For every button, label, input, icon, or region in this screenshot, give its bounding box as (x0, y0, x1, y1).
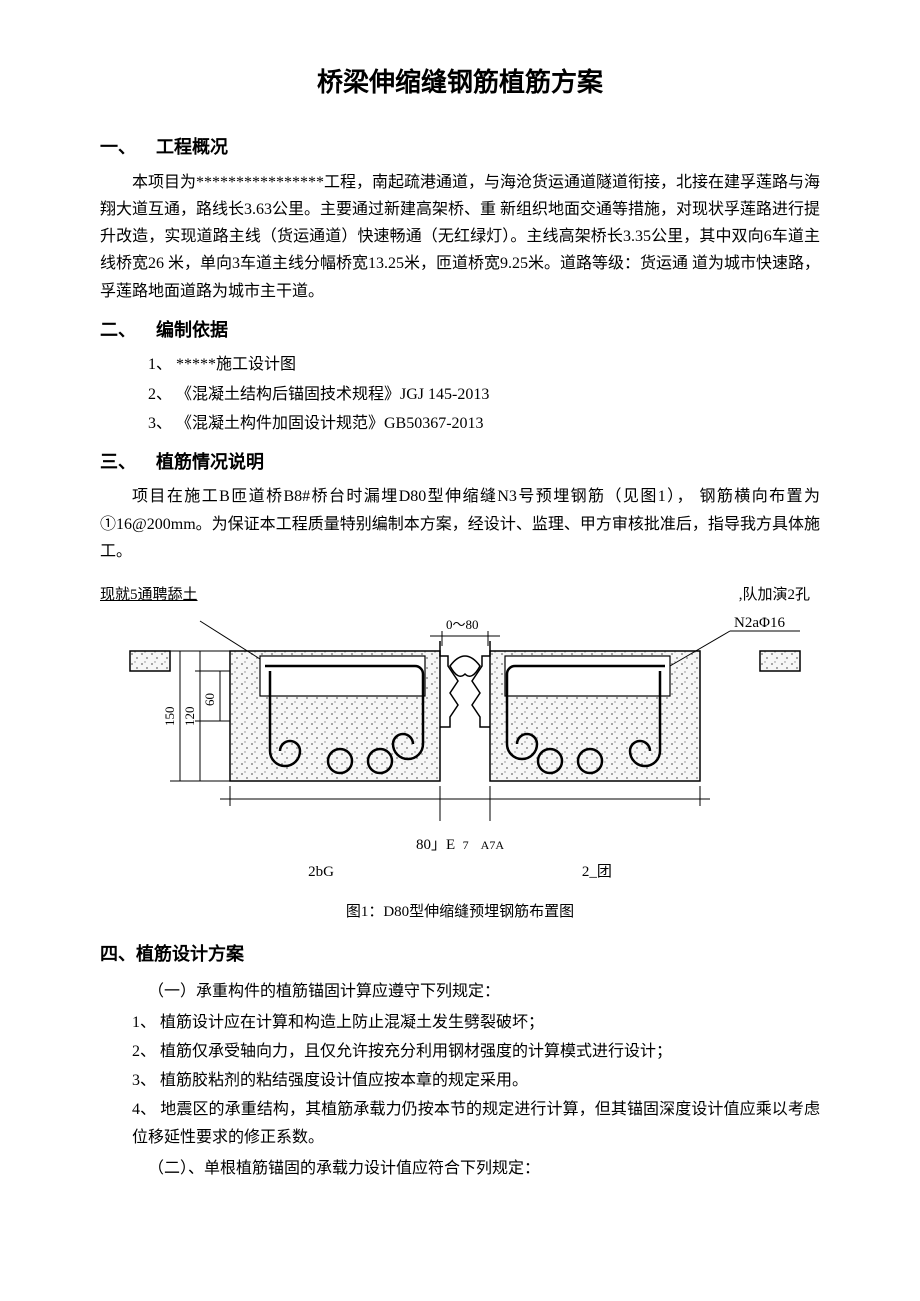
section-3-paragraph: 项目在施工B匝道桥B8#桥台时漏埋D80型伸缩缝N3号预埋钢筋（见图1）， 钢筋… (100, 483, 820, 565)
section-1-paragraph: 本项目为****************工程，南起疏港通道，与海沧货运通道隧道衔… (100, 169, 820, 305)
figure-1: 现就5通聘舔土 ,队加演2孔 150 120 60 (100, 583, 820, 925)
section-4-item: 1、 植筋设计应在计算和构造上防止混凝土发生劈裂破坏； (100, 1009, 820, 1036)
section-2-item: 1、 *****施工设计图 (100, 351, 820, 378)
section-1-heading: 一、工程概况 (100, 132, 820, 163)
dim-60: 60 (202, 693, 217, 706)
figure-top-labels: 现就5通聘舔土 ,队加演2孔 (100, 583, 820, 611)
section-3-text: 植筋情况说明 (156, 452, 264, 472)
fig-b1-right: 7 A7A (463, 838, 504, 852)
section-2-text: 编制依据 (156, 320, 228, 340)
section-2-heading: 二、编制依据 (100, 315, 820, 346)
fig-b1-left: 80」E (416, 837, 455, 853)
rebar-label: N2aΦ16 (734, 615, 785, 631)
figure-bottom-line1: 80」E 7 A7A (100, 833, 820, 859)
dim-150: 150 (162, 706, 177, 726)
section-4-sub2: （二）、单根植筋锚固的承载力设计值应符合下列规定： (100, 1155, 820, 1182)
section-4-item: 3、 植筋胶粘剂的粘结强度设计值应按本章的规定采用。 (100, 1067, 820, 1094)
expansion-joint-diagram: 150 120 60 (110, 611, 810, 831)
section-2-item: 2、 《混凝土结构后锚固技术规程》JGJ 145-2013 (100, 381, 820, 408)
fig-b2-right: 2_团 (462, 860, 612, 886)
figure-caption: 图1：D80型伸缩缝预埋钢筋布置图 (100, 900, 820, 926)
dim-120: 120 (182, 706, 197, 726)
section-4-item: 2、 植筋仅承受轴向力，且仅允许按充分利用钢材强度的计算模式进行设计； (100, 1038, 820, 1065)
section-2-num: 二、 (100, 315, 156, 346)
section-3-num: 三、 (100, 447, 156, 478)
section-1-num: 一、 (100, 132, 156, 163)
section-3-heading: 三、植筋情况说明 (100, 447, 820, 478)
dim-gap: 0～80 (446, 617, 479, 632)
figure-label-right: ,队加演2孔 (739, 583, 810, 609)
section-4-sub1: （一）承重构件的植筋锚固计算应遵守下列规定： (100, 978, 820, 1005)
section-4-item-4: 4、 地震区的承重结构，其植筋承载力仍按本节的规定进行计算，但其锚固深度设计值应… (100, 1096, 820, 1150)
doc-title: 桥梁伸缩缝钢筋植筋方案 (100, 60, 820, 104)
figure-bottom-line2: 2bG 2_团 (100, 860, 820, 886)
section-4-heading: 四、植筋设计方案 (100, 939, 820, 970)
section-2-item: 3、 《混凝土构件加固设计规范》GB50367-2013 (100, 410, 820, 437)
figure-label-left: 现就5通聘舔土 (100, 583, 198, 609)
section-1-text: 工程概况 (156, 137, 228, 157)
fig-b2-left: 2bG (308, 860, 458, 886)
